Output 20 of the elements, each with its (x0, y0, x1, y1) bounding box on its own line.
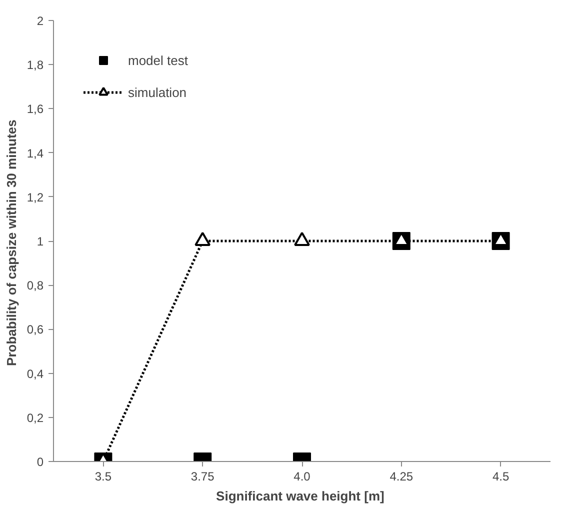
y-tick-label: 1,4 (26, 146, 44, 160)
x-tick-label: 4.25 (390, 470, 414, 484)
y-tick-label: 0,8 (26, 278, 44, 293)
y-tick-label: 2 (36, 14, 44, 28)
y-tick-label: 1,8 (26, 58, 44, 72)
y-tick-label: 0,2 (26, 410, 44, 425)
y-tick-label: 0,4 (26, 366, 44, 381)
x-tick-label: 3.75 (190, 470, 215, 484)
y-tick-label: 0 (36, 455, 44, 469)
y-tick-label: 1,6 (26, 102, 44, 116)
x-tick-label: 4.5 (492, 470, 510, 484)
y-tick-label: 1,2 (26, 190, 44, 204)
legend-label: simulation (128, 84, 187, 100)
y-tick-label: 1 (36, 234, 44, 248)
x-axis-title: Significant wave height [m] (216, 488, 384, 504)
x-tick-label: 4.0 (294, 470, 311, 484)
x-tick-label: 3.5 (94, 470, 112, 484)
y-axis-title: Probability of capsize within 30 minutes (4, 120, 19, 366)
y-tick-label: 0,6 (26, 322, 44, 337)
legend-label: model test (128, 52, 188, 68)
